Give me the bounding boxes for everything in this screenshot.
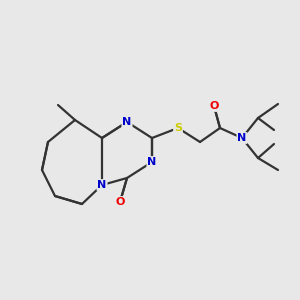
Text: S: S <box>174 123 182 133</box>
Text: N: N <box>147 157 157 167</box>
Text: O: O <box>209 101 219 111</box>
Text: N: N <box>122 117 132 127</box>
Text: O: O <box>115 197 125 207</box>
Text: N: N <box>98 180 106 190</box>
Text: N: N <box>237 133 247 143</box>
